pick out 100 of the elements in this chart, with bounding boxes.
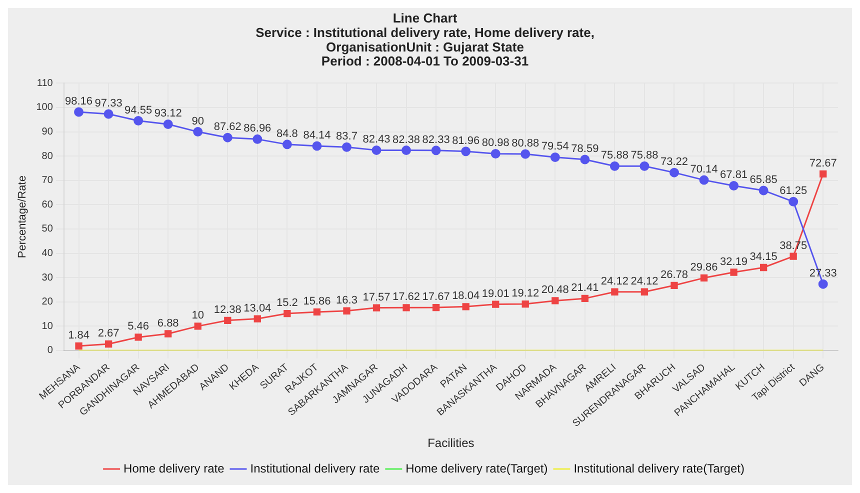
- point: [284, 310, 291, 318]
- data-label: 79.54: [541, 140, 569, 153]
- data-label: 10: [192, 310, 204, 322]
- data-label: 84.14: [303, 130, 331, 142]
- point: [402, 146, 412, 156]
- data-label: 80.88: [512, 137, 540, 150]
- y-tick-label: 70: [42, 175, 54, 186]
- point: [343, 307, 350, 314]
- point: [134, 116, 144, 126]
- data-label: 5.46: [128, 320, 150, 333]
- point: [222, 132, 232, 142]
- data-label: 18.04: [452, 290, 480, 302]
- legend-label: Institutional delivery rate(Target): [574, 461, 744, 476]
- data-label: 72.67: [809, 157, 837, 170]
- data-label: 13.04: [244, 302, 272, 314]
- text: OrganisationUnit : Gujarat State: [326, 39, 524, 54]
- point: [790, 252, 797, 260]
- data-label: 82.43: [362, 134, 390, 146]
- legend-label: Home delivery rate(Target): [406, 461, 548, 476]
- point: [729, 180, 739, 190]
- data-label: 82.38: [392, 134, 420, 146]
- y-axis-title: Percentage/Rate: [16, 176, 29, 258]
- y-tick-label: 20: [42, 296, 54, 308]
- data-label: 83.7: [336, 130, 358, 143]
- point: [224, 316, 232, 324]
- data-label: 93.12: [154, 108, 182, 120]
- data-label: 70.14: [690, 164, 718, 176]
- data-label: 2.67: [98, 328, 120, 340]
- data-label: 17.57: [362, 291, 390, 304]
- point: [730, 268, 738, 276]
- point: [74, 107, 84, 117]
- data-label: 6.88: [157, 317, 179, 330]
- y-tick-label: 110: [36, 78, 54, 89]
- data-label: 80.98: [482, 137, 510, 150]
- point: [580, 154, 590, 164]
- data-label: 82.33: [422, 134, 450, 146]
- point: [462, 303, 470, 310]
- point: [552, 297, 559, 304]
- point: [758, 186, 768, 196]
- point: [312, 141, 322, 151]
- data-label: 12.38: [214, 304, 242, 316]
- data-label: 29.86: [690, 261, 718, 274]
- point: [550, 152, 560, 162]
- point: [520, 149, 530, 159]
- data-label: 94.55: [124, 104, 152, 116]
- point: [788, 196, 798, 206]
- data-label: 1.84: [68, 330, 90, 342]
- data-label: 24.12: [600, 275, 628, 288]
- point: [372, 145, 382, 155]
- legend-label: Home delivery rate: [124, 461, 225, 476]
- point: [342, 142, 352, 152]
- point: [431, 146, 441, 156]
- y-tick-label: 90: [42, 126, 54, 138]
- point: [760, 264, 768, 272]
- point: [313, 308, 321, 316]
- point: [134, 334, 142, 341]
- data-label: 75.88: [600, 150, 628, 162]
- data-label: 87.62: [214, 121, 242, 134]
- data-label: 20.48: [541, 284, 569, 296]
- point: [820, 170, 827, 178]
- y-tick-label: 10: [42, 320, 54, 332]
- point: [163, 119, 173, 129]
- point: [490, 148, 500, 158]
- y-tick-label: 40: [42, 248, 54, 260]
- data-label: 24.12: [630, 275, 658, 288]
- point: [282, 140, 292, 150]
- point: [670, 282, 678, 289]
- point: [104, 109, 114, 119]
- point: [818, 279, 828, 289]
- data-label: 17.62: [392, 291, 420, 304]
- y-tick-label: 30: [42, 272, 54, 284]
- point: [640, 288, 648, 296]
- point: [492, 300, 500, 308]
- data-label: 90: [192, 115, 204, 128]
- y-tick-label: 50: [42, 224, 54, 235]
- data-label: 67.81: [720, 169, 748, 182]
- point: [522, 300, 529, 308]
- point: [164, 330, 172, 338]
- data-label: 78.59: [571, 143, 599, 156]
- point: [700, 274, 708, 282]
- text: Period : 2008-04-01 To 2009-03-31: [321, 54, 529, 69]
- data-label: 84.8: [276, 128, 298, 140]
- text: Service : Institutional delivery rate, Home delivery rate,: [256, 25, 594, 40]
- point: [254, 315, 261, 322]
- data-label: 15.86: [303, 295, 331, 308]
- data-label: 32.19: [720, 256, 748, 268]
- data-label: 26.78: [660, 268, 688, 281]
- legend-label: Institutional delivery rate: [250, 461, 380, 476]
- data-label: 34.15: [750, 251, 778, 264]
- point: [372, 304, 380, 312]
- data-label: 17.67: [422, 291, 450, 304]
- point: [611, 288, 618, 296]
- data-label: 19.01: [482, 288, 510, 300]
- data-label: 15.2: [276, 297, 298, 310]
- data-label: 97.33: [94, 98, 122, 110]
- point: [75, 342, 82, 350]
- point: [402, 304, 410, 312]
- point: [610, 161, 620, 171]
- point: [252, 134, 262, 144]
- y-tick-label: 80: [42, 150, 54, 162]
